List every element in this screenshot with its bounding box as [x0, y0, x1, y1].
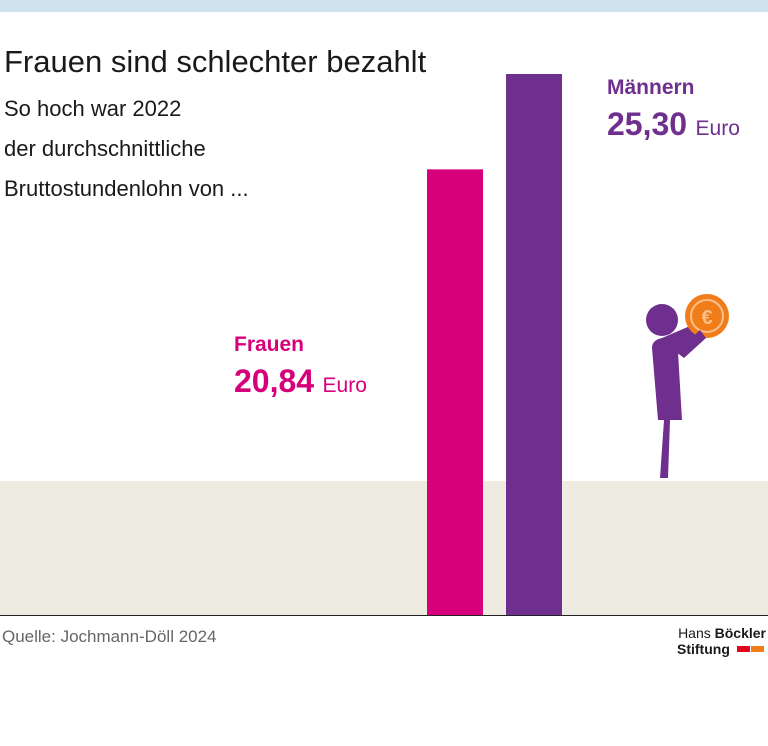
value-text: 25,30 Euro — [607, 106, 740, 142]
bar — [506, 74, 562, 615]
logo-line2: Stiftung — [677, 641, 730, 657]
subtitle: So hoch war 2022 — [4, 96, 181, 121]
logo-line1: Hans Böckler — [678, 625, 766, 641]
logo-mark — [751, 646, 764, 652]
subtitle: Bruttostundenlohn von ... — [4, 176, 249, 201]
logo-text: Böckler — [715, 625, 767, 641]
value-label: 20,84 — [234, 363, 314, 399]
category-label: Männern — [607, 76, 695, 99]
value-label: 25,30 — [607, 106, 687, 142]
value-text: 20,84 Euro — [234, 363, 367, 399]
svg-text:€: € — [701, 307, 712, 329]
top-band — [0, 0, 768, 12]
logo-text: Hans — [678, 625, 711, 641]
bar — [427, 169, 483, 615]
chart-title: Frauen sind schlechter bezahlt — [4, 44, 427, 79]
person-icon: € — [646, 294, 729, 478]
unit-label: Euro — [696, 117, 740, 140]
source: Quelle: Jochmann-Döll 2024 — [2, 627, 217, 646]
logo-mark — [737, 646, 750, 652]
subtitle: der durchschnittliche — [4, 136, 206, 161]
category-label: Frauen — [234, 333, 304, 356]
ground — [0, 481, 768, 615]
unit-label: Euro — [323, 374, 367, 397]
